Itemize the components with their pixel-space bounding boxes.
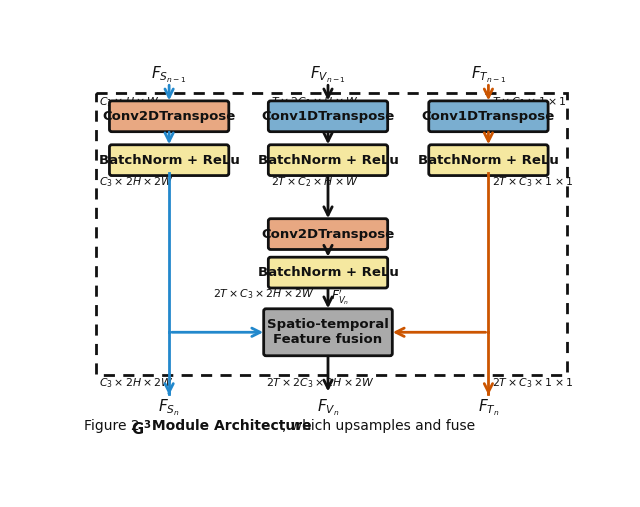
FancyBboxPatch shape	[264, 309, 392, 356]
Text: $F_{V_{n-1}}$: $F_{V_{n-1}}$	[310, 65, 346, 85]
Text: Spatio-temporal
Feature fusion: Spatio-temporal Feature fusion	[267, 318, 389, 346]
Text: , which upsamples and fuse: , which upsamples and fuse	[282, 419, 475, 433]
FancyBboxPatch shape	[429, 145, 548, 175]
Text: $F_{S_n}$: $F_{S_n}$	[158, 397, 180, 418]
Text: $2T \times C_3 \times 2H \times 2W$: $2T \times C_3 \times 2H \times 2W$	[213, 287, 315, 301]
Text: $T \times 2C_1 \times H \times W$: $T \times 2C_1 \times H \times W$	[271, 95, 358, 108]
Text: $F_{T_{n-1}}$: $F_{T_{n-1}}$	[471, 65, 506, 85]
FancyBboxPatch shape	[268, 257, 388, 288]
Text: $2T \times C_2 \times H \times W$: $2T \times C_2 \times H \times W$	[271, 175, 358, 189]
Text: BatchNorm + ReLu: BatchNorm + ReLu	[257, 266, 399, 279]
Text: BatchNorm + ReLu: BatchNorm + ReLu	[418, 154, 559, 167]
FancyBboxPatch shape	[109, 101, 229, 132]
Text: $C_1 \times H \times W$: $C_1 \times H \times W$	[99, 95, 159, 108]
Text: BatchNorm + ReLu: BatchNorm + ReLu	[99, 154, 239, 167]
FancyBboxPatch shape	[268, 219, 388, 249]
Text: Figure 2:: Figure 2:	[84, 419, 148, 433]
FancyBboxPatch shape	[268, 145, 388, 175]
FancyBboxPatch shape	[429, 101, 548, 132]
FancyBboxPatch shape	[109, 145, 229, 175]
Text: $F_{S_{n-1}}$: $F_{S_{n-1}}$	[152, 65, 187, 85]
Text: $2T \times C_3 \times 1 \times 1$: $2T \times C_3 \times 1 \times 1$	[492, 377, 573, 390]
Text: $F_{V_n}'$: $F_{V_n}'$	[331, 287, 349, 307]
Text: $C_3 \times 2H \times 2W$: $C_3 \times 2H \times 2W$	[99, 377, 173, 390]
Text: Conv2DTranspose: Conv2DTranspose	[261, 228, 395, 241]
Text: Conv1DTranspose: Conv1DTranspose	[422, 110, 555, 123]
Text: Conv1DTranspose: Conv1DTranspose	[261, 110, 395, 123]
Text: $\mathbf{G^3}$: $\mathbf{G^3}$	[131, 419, 152, 438]
Text: Module Architecture: Module Architecture	[147, 419, 312, 433]
Text: $T \times C_1 \times 1 \times 1$: $T \times C_1 \times 1 \times 1$	[492, 95, 566, 108]
Text: $C_3 \times 2H \times 2W$: $C_3 \times 2H \times 2W$	[99, 175, 173, 189]
Text: Conv2DTranspose: Conv2DTranspose	[102, 110, 236, 123]
Text: BatchNorm + ReLu: BatchNorm + ReLu	[257, 154, 399, 167]
Text: $F_{V_n}$: $F_{V_n}$	[317, 397, 339, 418]
Text: $2T \times C_3 \times 1 \times 1$: $2T \times C_3 \times 1 \times 1$	[492, 175, 573, 189]
Text: $2T \times 2C_3 \times 2H \times 2W$: $2T \times 2C_3 \times 2H \times 2W$	[266, 377, 374, 390]
FancyBboxPatch shape	[268, 101, 388, 132]
Text: $F_{T_n}$: $F_{T_n}$	[477, 397, 499, 418]
